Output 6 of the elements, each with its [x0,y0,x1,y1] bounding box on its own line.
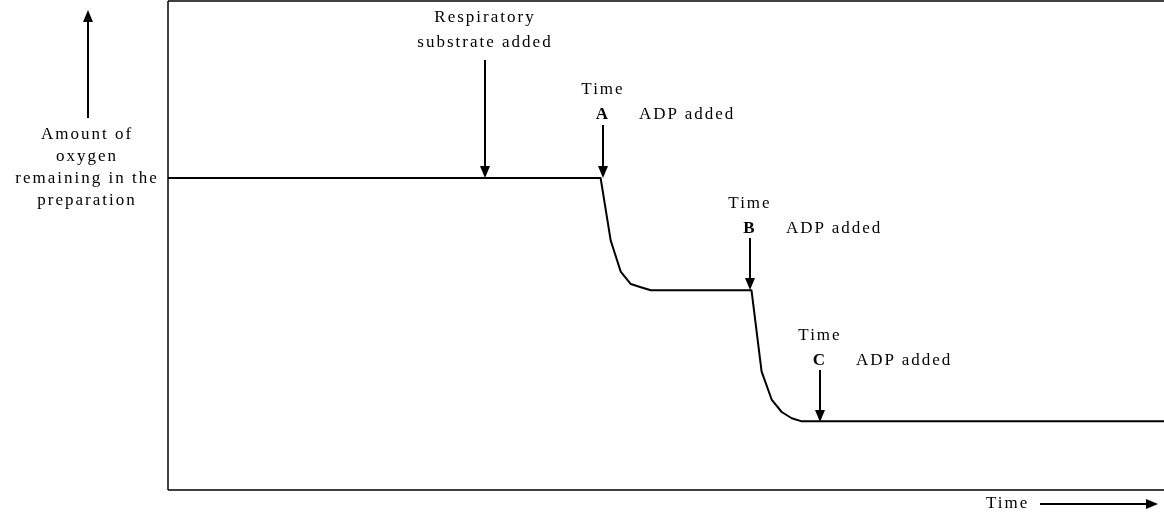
text: Time B ADP added [728,193,883,237]
x-axis-title: Time [986,492,1030,513]
text: Time C ADP added [798,325,953,369]
text: Respiratory substrate added [416,6,554,53]
y-axis-title: Amount of oxygen remaining in the preparation [14,123,160,211]
text: Time A ADP added [581,79,736,123]
